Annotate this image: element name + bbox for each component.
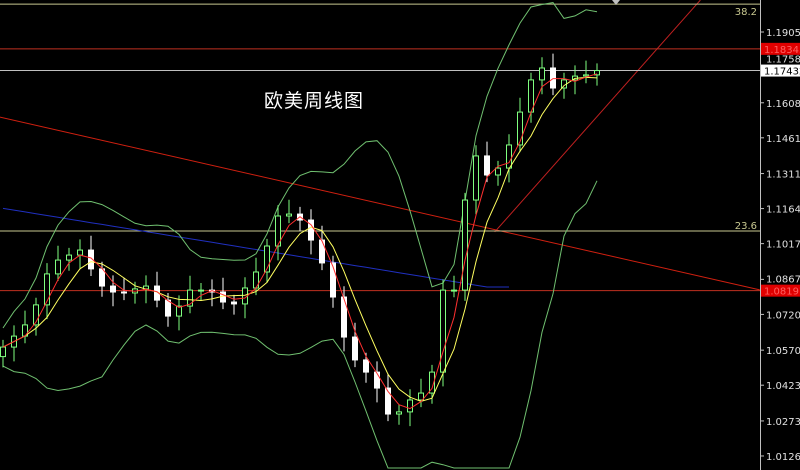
candle-body xyxy=(517,111,523,146)
candle-body xyxy=(0,346,6,358)
candle-body xyxy=(495,167,501,176)
trendline-0 xyxy=(0,116,760,291)
candle-body xyxy=(275,215,281,247)
y-tick-label: 1.05700 xyxy=(766,346,800,357)
fib-label-23.6: 23.6 xyxy=(735,221,757,232)
y-tick-label: 1.14610 xyxy=(766,134,800,145)
candle-body xyxy=(198,289,204,292)
candle-body xyxy=(550,67,556,89)
candle-body xyxy=(286,213,292,217)
y-tick-label: 1.01260 xyxy=(766,452,800,463)
candle-body xyxy=(308,219,314,241)
trendline-1 xyxy=(494,0,701,233)
candle-body xyxy=(77,249,83,256)
candle-body xyxy=(462,199,468,291)
candle-body xyxy=(396,411,402,415)
candle-body xyxy=(33,304,39,326)
candle-body xyxy=(374,371,380,389)
candle-body xyxy=(88,249,94,270)
y-tick-label: 1.07200 xyxy=(766,310,800,321)
ma-slow-line xyxy=(2,207,509,288)
price-label-bg-0 xyxy=(761,42,800,55)
candle-body xyxy=(418,392,424,401)
chart-title: 欧美周线图 xyxy=(264,90,365,112)
candle-body xyxy=(473,155,479,201)
candle-body xyxy=(484,155,490,176)
candle-body xyxy=(231,301,237,305)
candle-body xyxy=(165,299,171,317)
candle-body xyxy=(66,254,72,261)
price-label-bg-2 xyxy=(761,284,800,297)
y-tick-label: 1.10170 xyxy=(766,240,800,251)
candle-body xyxy=(451,289,457,292)
y-tick-label: 1.04230 xyxy=(766,381,800,392)
price-label-2: 1.08197 xyxy=(764,287,800,298)
candle-body xyxy=(330,262,336,298)
candle-body xyxy=(352,336,358,361)
y-tick-label: 1.02730 xyxy=(766,417,800,428)
price-label-bg-1 xyxy=(761,64,800,77)
candle-body xyxy=(319,239,325,264)
y-tick-label: 1.08670 xyxy=(766,275,800,286)
bollinger-upper xyxy=(2,2,598,329)
y-tick-label: 1.17580 xyxy=(766,55,800,66)
candle-body xyxy=(341,296,347,338)
candle-body xyxy=(539,67,545,81)
y-tick-label: 1.19050 xyxy=(766,28,800,39)
price-label-0: 1.18343 xyxy=(764,45,800,56)
candle-body xyxy=(110,285,116,293)
candle-body xyxy=(440,289,446,373)
y-tick-label: 1.13110 xyxy=(766,170,800,181)
fib-label-38.2: 38.2 xyxy=(735,7,757,18)
y-tick-label: 1.11640 xyxy=(766,205,800,216)
scroll-marker-icon xyxy=(612,0,620,5)
candle-body xyxy=(99,268,105,287)
candle-body xyxy=(187,289,193,307)
candle-body xyxy=(176,305,182,317)
candle-body xyxy=(506,144,512,169)
candle-body xyxy=(363,359,369,373)
candle-body xyxy=(121,291,127,294)
candle-body xyxy=(583,74,589,77)
y-tick-label: 1.16080 xyxy=(766,99,800,110)
ma-mid-line xyxy=(2,76,598,402)
bollinger-lower xyxy=(2,180,598,469)
candle-body xyxy=(594,70,600,76)
candle-body xyxy=(429,371,435,394)
candle-body xyxy=(55,259,61,275)
candle-body xyxy=(407,399,413,413)
price-label-1: 1.17432 xyxy=(764,67,800,78)
candle-body xyxy=(264,245,270,273)
candle-body xyxy=(44,273,50,306)
candle-body xyxy=(385,387,391,415)
ma-fast-line xyxy=(2,73,598,410)
